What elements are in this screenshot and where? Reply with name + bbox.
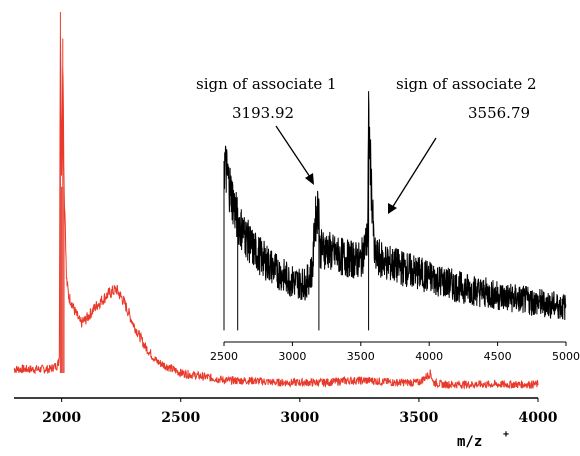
main-x-axis-label-superscript: + <box>503 429 509 440</box>
main-series-line <box>13 12 539 390</box>
x-tick-label: 2500 <box>161 410 200 426</box>
annotation-2-label: sign of associate 2 <box>396 75 537 93</box>
main-x-ticks: 2000 2500 3000 3500 4000 <box>42 398 558 426</box>
x-tick-label: 5000 <box>552 350 580 363</box>
x-tick-label: 4500 <box>484 350 512 363</box>
annotation-2-value: 3556.79 <box>468 104 530 122</box>
x-tick-label: 3000 <box>280 410 319 426</box>
annotation-2-arrow <box>388 137 437 214</box>
inset-chart: 2500 3000 3500 4000 4500 5000 sign of associa… <box>196 75 580 363</box>
inset-x-ticks: 2500 3000 3500 4000 4500 5000 <box>210 342 580 363</box>
x-tick-label: 3500 <box>399 410 438 426</box>
annotation-1-value: 3193.92 <box>232 104 294 122</box>
main-x-axis-label: m/z <box>457 434 482 450</box>
x-tick-label: 3500 <box>347 350 375 363</box>
annotation-1-label: sign of associate 1 <box>196 75 337 93</box>
x-tick-label: 4000 <box>519 410 558 426</box>
inset-series-line <box>223 91 567 331</box>
x-tick-label: 4000 <box>415 350 443 363</box>
x-tick-label: 2500 <box>210 350 238 363</box>
x-tick-label: 3000 <box>278 350 306 363</box>
x-tick-label: 2000 <box>42 410 81 426</box>
annotation-1-arrow <box>275 125 314 185</box>
main-chart: 2000 2500 3000 3500 4000 m/z + <box>13 12 558 450</box>
